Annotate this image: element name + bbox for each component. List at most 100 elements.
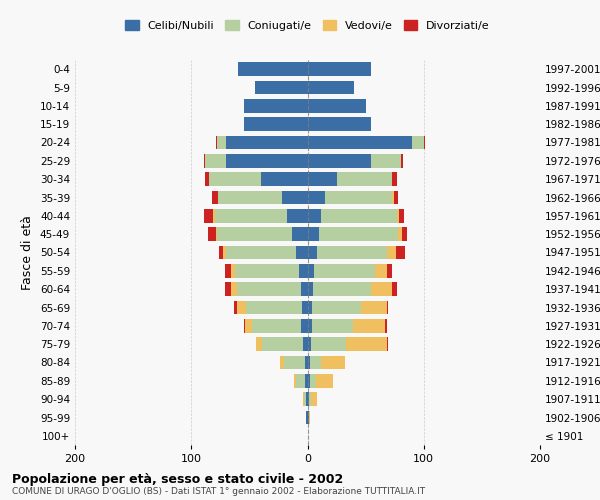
Bar <box>234 300 236 314</box>
Bar <box>308 209 322 222</box>
Bar <box>346 338 386 351</box>
Bar <box>401 154 403 168</box>
Bar <box>325 190 392 204</box>
Bar <box>235 264 299 278</box>
Text: COMUNE DI URAGO D'OGLIO (BS) - Dati ISTAT 1° gennaio 2002 - Elaborazione TUTTITA: COMUNE DI URAGO D'OGLIO (BS) - Dati ISTA… <box>12 488 425 496</box>
Bar <box>217 228 292 241</box>
Bar <box>231 264 235 278</box>
Bar <box>252 319 301 332</box>
Bar <box>398 228 401 241</box>
Bar <box>308 374 310 388</box>
Bar <box>385 319 386 332</box>
Bar <box>244 319 245 332</box>
Bar <box>296 374 305 388</box>
Bar <box>386 338 388 351</box>
Bar <box>223 246 226 260</box>
Bar <box>303 392 304 406</box>
Bar <box>303 338 308 351</box>
Bar <box>226 246 296 260</box>
Bar <box>308 80 354 94</box>
Bar <box>245 319 252 332</box>
Bar <box>261 172 308 186</box>
Text: Popolazione per età, sesso e stato civile - 2002: Popolazione per età, sesso e stato civil… <box>12 472 343 486</box>
Bar <box>287 209 308 222</box>
Bar <box>301 319 308 332</box>
Bar <box>218 190 282 204</box>
Bar <box>215 209 287 222</box>
Bar <box>322 209 397 222</box>
Bar <box>212 190 218 204</box>
Bar <box>236 300 246 314</box>
Bar <box>337 172 392 186</box>
Bar <box>312 300 361 314</box>
Bar <box>299 264 308 278</box>
Bar <box>308 282 313 296</box>
Bar <box>386 246 396 260</box>
Bar <box>308 264 314 278</box>
Bar <box>392 172 397 186</box>
Bar <box>308 118 371 131</box>
Bar <box>310 374 316 388</box>
Bar <box>308 246 317 260</box>
Bar <box>394 190 398 204</box>
Bar <box>231 282 236 296</box>
Bar <box>310 356 322 370</box>
Bar <box>308 228 319 241</box>
Bar <box>296 246 308 260</box>
Bar <box>226 154 308 168</box>
Legend: Celibi/Nubili, Coniugati/e, Vedovi/e, Divorziati/e: Celibi/Nubili, Coniugati/e, Vedovi/e, Di… <box>121 16 494 35</box>
Bar <box>353 319 385 332</box>
Bar <box>386 264 392 278</box>
Bar <box>311 338 346 351</box>
Bar <box>236 282 301 296</box>
Bar <box>375 264 386 278</box>
Bar <box>256 338 262 351</box>
Bar <box>392 282 397 296</box>
Bar <box>307 410 308 424</box>
Bar <box>308 300 312 314</box>
Bar <box>225 282 231 296</box>
Bar <box>246 300 302 314</box>
Bar <box>396 246 405 260</box>
Bar <box>424 136 425 149</box>
Bar <box>282 190 308 204</box>
Bar <box>308 172 337 186</box>
Bar <box>238 62 308 76</box>
Bar <box>209 172 261 186</box>
Bar <box>308 410 310 424</box>
Bar <box>314 264 375 278</box>
Bar <box>308 99 365 112</box>
Bar <box>400 209 404 222</box>
Bar <box>302 300 308 314</box>
Bar <box>205 172 209 186</box>
Bar <box>317 246 386 260</box>
Bar <box>308 154 371 168</box>
Bar <box>215 136 217 149</box>
Bar <box>217 136 226 149</box>
Bar <box>371 282 392 296</box>
Bar <box>308 338 311 351</box>
Bar <box>305 356 308 370</box>
Bar <box>308 190 325 204</box>
Bar <box>401 228 407 241</box>
Bar <box>262 338 303 351</box>
Bar <box>311 392 317 406</box>
Bar <box>215 228 217 241</box>
Bar <box>305 374 308 388</box>
Bar <box>225 264 231 278</box>
Bar <box>307 392 308 406</box>
Bar <box>319 228 398 241</box>
Bar <box>392 190 394 204</box>
Bar <box>304 392 307 406</box>
Bar <box>313 282 371 296</box>
Bar <box>308 319 312 332</box>
Bar <box>280 356 284 370</box>
Bar <box>226 136 308 149</box>
Bar <box>308 392 311 406</box>
Bar <box>255 80 308 94</box>
Bar <box>205 154 226 168</box>
Bar <box>312 319 353 332</box>
Bar <box>293 374 296 388</box>
Bar <box>371 154 401 168</box>
Bar <box>386 300 388 314</box>
